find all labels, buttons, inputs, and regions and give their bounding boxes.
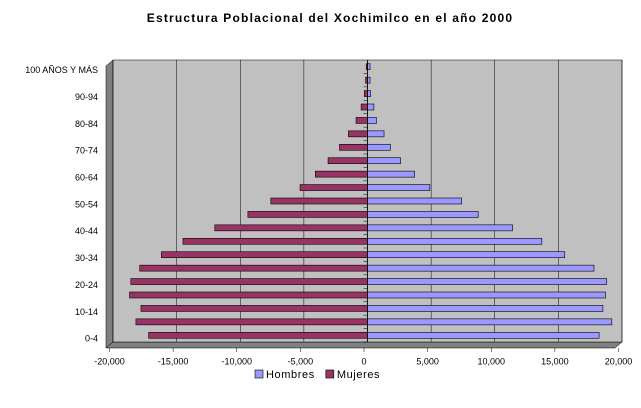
x-tick-label: 20,000	[605, 356, 633, 366]
bar	[161, 251, 368, 259]
y-tick-label: 80-84	[75, 119, 98, 129]
bar	[367, 157, 401, 165]
bar	[367, 278, 608, 285]
x-tick-label: -20,000	[94, 356, 125, 366]
bar	[367, 318, 613, 326]
x-tick-label: 10,000	[477, 356, 505, 366]
bar	[367, 264, 595, 272]
y-tick-label: 70-74	[75, 146, 98, 156]
bar	[367, 331, 600, 339]
bar	[367, 143, 391, 151]
y-tick-label: 20-24	[75, 280, 98, 290]
x-tick-label: 15,000	[541, 356, 569, 366]
bar	[135, 318, 368, 326]
legend-swatch	[325, 369, 335, 379]
x-tick-label: -5,000	[288, 356, 314, 366]
bar	[148, 331, 368, 339]
bar	[348, 130, 368, 138]
bar	[130, 278, 368, 285]
bar	[139, 264, 368, 272]
bar	[367, 184, 431, 191]
bar	[364, 90, 368, 97]
bar	[140, 305, 368, 312]
y-tick-label: 50-54	[75, 199, 98, 209]
bar	[182, 237, 368, 245]
bar	[355, 117, 368, 124]
bar	[367, 103, 375, 111]
bar	[360, 103, 368, 111]
legend-label: Mujeres	[337, 369, 380, 381]
bar	[315, 170, 368, 178]
x-tick-label: 0	[361, 356, 366, 366]
y-tick-label: 10-14	[75, 307, 98, 317]
bar	[327, 157, 368, 165]
bar	[367, 197, 462, 205]
bar	[367, 291, 606, 299]
bar	[367, 170, 415, 178]
bar	[367, 117, 377, 124]
y-tick-label: 0-4	[85, 334, 98, 344]
x-tick-label: 5,000	[416, 356, 439, 366]
side-wall	[105, 59, 114, 349]
x-tick-label: -10,000	[221, 356, 252, 366]
bar	[247, 211, 368, 218]
bar	[367, 211, 479, 218]
y-tick-label: 90-94	[75, 92, 98, 102]
bar	[214, 224, 368, 232]
bar	[299, 184, 368, 191]
bar	[270, 197, 368, 205]
y-tick-label: 100 AÑOS Y MÁS	[25, 65, 98, 75]
bar	[367, 237, 543, 245]
chart-title: Estructura Poblacional del Xochimilco en…	[147, 11, 514, 25]
legend-swatch	[254, 369, 264, 379]
bar	[367, 305, 604, 312]
x-tick-label: -15,000	[158, 356, 189, 366]
legend-label: Hombres	[266, 369, 315, 381]
bar	[339, 143, 368, 151]
bar	[129, 291, 368, 299]
bar	[367, 130, 385, 138]
bar	[367, 224, 513, 232]
y-tick-label: 60-64	[75, 173, 98, 183]
y-tick-label: 40-44	[75, 226, 98, 236]
bar	[367, 251, 566, 259]
floor	[105, 341, 623, 349]
bar	[367, 90, 371, 97]
y-tick-label: 30-34	[75, 253, 98, 263]
